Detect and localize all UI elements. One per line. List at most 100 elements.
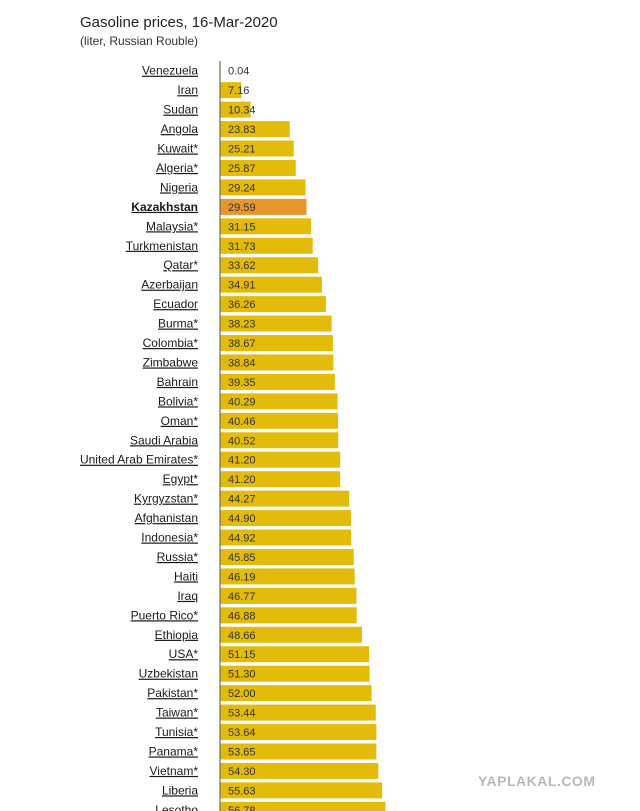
- value-label-egypt: 41.20: [228, 474, 256, 486]
- bar-liberia: [220, 782, 383, 799]
- value-label-ethiopia: 48.66: [228, 630, 256, 642]
- category-label-united-arab-emirates: United Arab Emirates*: [80, 453, 198, 467]
- value-label-panama: 53.65: [228, 746, 256, 758]
- bar-uzbekistan: [220, 665, 370, 682]
- bar-oman: [220, 412, 339, 429]
- value-label-qatar: 33.62: [228, 260, 256, 272]
- bar-taiwan: [220, 704, 376, 721]
- bar-tunisia: [220, 724, 377, 741]
- bar-bahrain: [220, 373, 335, 390]
- value-label-angola: 23.83: [228, 124, 256, 136]
- bar-vietnam: [220, 762, 379, 779]
- bar-egypt: [220, 471, 341, 488]
- category-label-taiwan: Taiwan*: [156, 706, 198, 720]
- bar-bolivia: [220, 393, 338, 410]
- value-label-russia: 45.85: [228, 552, 256, 564]
- category-label-vietnam: Vietnam*: [150, 764, 199, 778]
- bar-indonesia: [220, 529, 352, 546]
- category-label-malaysia: Malaysia*: [146, 219, 198, 233]
- value-label-venezuela: 0.04: [228, 66, 249, 78]
- category-label-lesotho: Lesotho: [155, 803, 198, 811]
- value-label-uzbekistan: 51.30: [228, 669, 256, 681]
- value-label-kyrgyzstan: 44.27: [228, 494, 256, 506]
- category-label-azerbaijan: Azerbaijan: [141, 278, 198, 292]
- bar-zimbabwe: [220, 354, 334, 371]
- bar-nigeria: [220, 179, 306, 196]
- category-label-venezuela: Venezuela: [142, 64, 198, 78]
- category-label-bahrain: Bahrain: [157, 375, 198, 389]
- category-label-egypt: Egypt*: [163, 472, 199, 486]
- category-label-burma: Burma*: [158, 317, 198, 331]
- category-label-puerto-rico: Puerto Rico*: [131, 608, 199, 622]
- category-label-indonesia: Indonesia*: [141, 531, 198, 545]
- bar-colombia: [220, 335, 333, 352]
- value-label-sudan: 10.34: [228, 105, 256, 117]
- category-label-oman: Oman*: [161, 414, 199, 428]
- bar-panama: [220, 743, 377, 760]
- category-label-kuwait: Kuwait*: [157, 142, 198, 156]
- category-label-iran: Iran: [177, 83, 198, 97]
- category-label-bolivia: Bolivia*: [158, 394, 198, 408]
- bar-lesotho: [220, 801, 386, 811]
- value-label-zimbabwe: 38.84: [228, 357, 256, 369]
- value-label-kuwait: 25.21: [228, 144, 256, 156]
- bar-afghanistan: [220, 510, 351, 527]
- bar-qatar: [220, 257, 319, 274]
- value-label-pakistan: 52.00: [228, 688, 256, 700]
- value-label-iran: 7.16: [228, 85, 249, 97]
- bar-angola: [220, 121, 290, 138]
- category-label-saudi-arabia: Saudi Arabia: [130, 433, 198, 447]
- bar-algeria: [220, 159, 296, 176]
- bar-ecuador: [220, 296, 326, 313]
- category-label-iraq: Iraq: [177, 589, 198, 603]
- value-label-puerto-rico: 46.88: [228, 610, 256, 622]
- value-label-united-arab-emirates: 41.20: [228, 455, 256, 467]
- bar-azerbaijan: [220, 276, 322, 293]
- value-label-liberia: 55.63: [228, 785, 256, 797]
- bar-saudi-arabia: [220, 432, 339, 449]
- category-label-algeria: Algeria*: [156, 161, 198, 175]
- bar-kyrgyzstan: [220, 490, 350, 507]
- bar-turkmenistan: [220, 237, 313, 254]
- value-label-malaysia: 31.15: [228, 221, 256, 233]
- chart-subtitle: (liter, Russian Rouble): [80, 34, 199, 48]
- bar-usa: [220, 646, 370, 663]
- value-label-nigeria: 29.24: [228, 182, 256, 194]
- value-label-saudi-arabia: 40.52: [228, 435, 256, 447]
- category-label-panama: Panama*: [149, 744, 199, 758]
- category-label-ethiopia: Ethiopia: [155, 628, 199, 642]
- category-label-haiti: Haiti: [174, 569, 198, 583]
- value-label-burma: 38.23: [228, 319, 256, 331]
- category-label-uzbekistan: Uzbekistan: [139, 667, 198, 681]
- bar-iran: [220, 82, 242, 99]
- value-label-haiti: 46.19: [228, 571, 256, 583]
- value-label-kazakhstan: 29.59: [228, 202, 256, 214]
- category-label-colombia: Colombia*: [143, 336, 199, 350]
- category-label-usa: USA*: [169, 647, 199, 661]
- chart-title: Gasoline prices, 16-Mar-2020: [80, 14, 278, 31]
- category-label-angola: Angola: [161, 122, 199, 136]
- watermark: YAPLAKAL.COM: [478, 773, 596, 789]
- value-label-bahrain: 39.35: [228, 377, 256, 389]
- category-label-zimbabwe: Zimbabwe: [143, 355, 199, 369]
- bar-puerto-rico: [220, 607, 357, 624]
- bar-haiti: [220, 568, 355, 585]
- value-label-azerbaijan: 34.91: [228, 280, 256, 292]
- value-label-oman: 40.46: [228, 416, 256, 428]
- bar-united-arab-emirates: [220, 451, 341, 468]
- category-label-pakistan: Pakistan*: [147, 686, 198, 700]
- value-label-turkmenistan: 31.73: [228, 241, 256, 253]
- category-label-kyrgyzstan: Kyrgyzstan*: [134, 492, 198, 506]
- category-label-kazakhstan: Kazakhstan: [131, 200, 198, 214]
- value-label-iraq: 46.77: [228, 591, 256, 603]
- category-label-afghanistan: Afghanistan: [135, 511, 198, 525]
- value-label-tunisia: 53.64: [228, 727, 256, 739]
- category-label-liberia: Liberia: [162, 783, 198, 797]
- bar-sudan: [220, 101, 251, 118]
- bar-kuwait: [220, 140, 294, 157]
- category-label-russia: Russia*: [157, 550, 199, 564]
- value-label-usa: 51.15: [228, 649, 256, 661]
- bar-russia: [220, 548, 354, 565]
- bar-pakistan: [220, 685, 372, 702]
